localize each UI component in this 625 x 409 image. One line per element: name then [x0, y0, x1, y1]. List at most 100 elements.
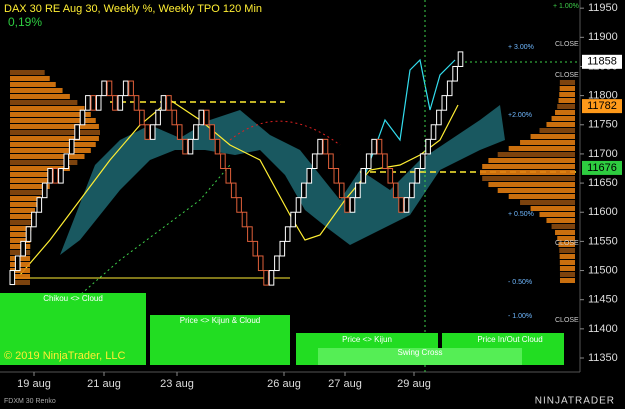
profile-bar [10, 220, 33, 225]
tenkan-line [364, 58, 456, 176]
profile-bar [10, 172, 63, 177]
profile-bar [551, 116, 575, 121]
profile-bar [10, 76, 50, 81]
renko-brick [236, 197, 242, 213]
profile-bar [10, 196, 41, 201]
renko-brick [279, 240, 286, 257]
renko-brick [193, 124, 199, 140]
profile-bar [10, 160, 78, 165]
chart-subtitle: 0,19% [8, 15, 42, 29]
profile-bar [559, 272, 575, 277]
price-marker-label: 11676 [587, 162, 617, 174]
renko-brick [403, 197, 410, 213]
renko-brick [376, 138, 383, 155]
renko-brick [209, 124, 215, 140]
y-tick-label: 11500 [588, 264, 618, 276]
renko-brick [68, 138, 75, 155]
renko-brick [398, 197, 404, 213]
renko-brick [198, 109, 205, 126]
profile-bar [559, 92, 575, 97]
profile-bar [10, 94, 70, 99]
profile-bar [558, 98, 575, 103]
profile-bar [10, 190, 45, 195]
profile-bar [10, 238, 31, 243]
profile-bar [558, 242, 575, 247]
profile-bar [546, 122, 575, 127]
renko-brick [252, 240, 259, 257]
renko-brick [295, 197, 302, 213]
y-tick-label: 11700 [588, 148, 618, 160]
renko-brick [90, 95, 97, 111]
profile-bar [539, 212, 575, 217]
profile-bar [10, 226, 32, 231]
close-label: CLOSE [555, 240, 579, 247]
profile-bar [10, 232, 31, 237]
renko-brick [387, 168, 394, 184]
profile-bar [10, 118, 96, 123]
profile-bar [10, 70, 45, 75]
profile-bar [10, 274, 31, 279]
profile-bar [508, 194, 575, 199]
profile-bar [559, 266, 575, 271]
profile-bar [497, 188, 575, 193]
renko-brick [160, 95, 167, 111]
renko-brick [268, 270, 275, 286]
x-tick-label: 21 aug [87, 378, 121, 390]
profile-bar [559, 260, 575, 265]
profile-bar [10, 214, 34, 219]
percent-label: + 0.50% [508, 211, 534, 218]
renko-brick [322, 138, 329, 155]
y-tick-label: 11750 [588, 119, 618, 131]
renko-brick [117, 95, 124, 111]
copyright: © 2019 NinjaTrader, LLC [4, 350, 125, 362]
profile-bar [10, 166, 70, 171]
signal-box [318, 348, 522, 365]
renko-brick [360, 168, 367, 184]
renko-brick [139, 109, 145, 126]
renko-brick [31, 211, 37, 228]
renko-brick [63, 153, 70, 170]
renko-brick [349, 197, 356, 213]
indicators [10, 0, 580, 372]
price-marker-label: 11782 [587, 100, 617, 112]
renko-brick [187, 138, 194, 155]
x-tick-label: 19 aug [17, 378, 51, 390]
renko-brick [20, 240, 26, 257]
renko-brick [166, 95, 172, 111]
profile-bar [10, 82, 56, 87]
renko-brick [171, 109, 178, 126]
ichimoku-cloud [60, 105, 505, 255]
percent-label: - 0.50% [508, 279, 532, 286]
y-tick-label: 11800 [588, 90, 618, 102]
renko-brick [392, 182, 399, 199]
renko-brick [241, 211, 248, 228]
price-marker [582, 160, 622, 175]
renko-brick [95, 95, 102, 111]
profile-bar [10, 88, 63, 93]
renko-brick [419, 153, 426, 170]
signal-box [150, 315, 290, 365]
profile-bar [559, 248, 575, 253]
profile-bar [10, 130, 100, 135]
profile-bar [10, 178, 56, 183]
signal-label: Chikou <> Cloud [43, 294, 103, 303]
renko-brick [52, 168, 59, 184]
y-tick-label: 11900 [588, 31, 618, 43]
profile-bar [10, 112, 91, 117]
renko-brick [101, 80, 107, 97]
profile-bar [559, 86, 575, 91]
profile-bar [551, 224, 575, 229]
renko-brick [203, 109, 210, 126]
renko-brick [436, 109, 442, 126]
renko-brick [371, 138, 377, 155]
renko-brick [9, 270, 16, 286]
signal-label: Price <> Kijun & Cloud [180, 316, 261, 325]
renko-brick [317, 138, 323, 155]
y-tick-label: 11400 [588, 323, 618, 335]
price-marker [582, 54, 622, 69]
renko-brick [263, 270, 269, 286]
renko-brick [25, 226, 32, 242]
renko-brick [47, 168, 53, 184]
renko-brick [112, 95, 118, 111]
renko-brick [284, 226, 291, 242]
